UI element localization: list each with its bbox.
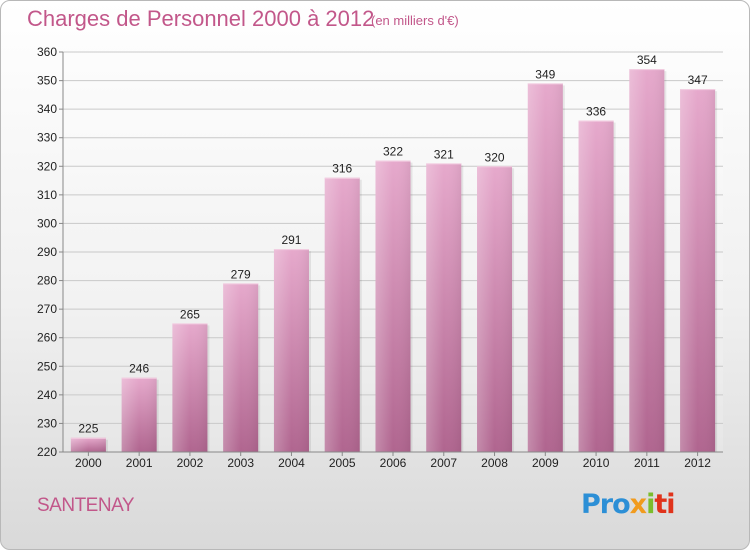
data-label: 349 [535, 67, 555, 81]
y-tick-label: 300 [37, 216, 57, 230]
data-label: 354 [637, 53, 657, 67]
axes: 220 230 240 250 260 270 280 290 300 310 320 330 340 3… [37, 45, 723, 470]
bar-highlight [70, 437, 106, 452]
y-tick-label: 240 [37, 388, 57, 402]
chart-unit: (en milliers d'€) [371, 13, 459, 28]
bar-highlight [629, 69, 665, 453]
x-tick-label: 2002 [177, 456, 204, 470]
logo-part: ti [654, 489, 675, 520]
y-tick-label: 250 [37, 359, 57, 373]
bar-highlight [324, 177, 360, 452]
y-tick-label: 310 [37, 188, 57, 202]
logo-part: Pro [581, 489, 631, 520]
y-tick-label: 320 [37, 159, 57, 173]
x-tick-label: 2007 [430, 456, 457, 470]
x-tick-label: 2004 [278, 456, 305, 470]
data-label: 291 [281, 233, 301, 247]
proxiti-logo: Proxiti [581, 489, 676, 520]
bar-highlight [680, 89, 716, 453]
bar-highlight [477, 166, 513, 453]
data-label: 321 [434, 147, 454, 161]
bar-highlight [426, 163, 462, 452]
y-tick-label: 270 [37, 302, 57, 316]
data-label: 279 [231, 267, 251, 281]
y-tick-label: 330 [37, 131, 57, 145]
data-label: 336 [586, 105, 606, 119]
data-label: 322 [383, 145, 403, 159]
data-label: 225 [78, 422, 98, 436]
bar-highlight [375, 160, 411, 453]
bar-highlight [527, 83, 563, 452]
data-label: 246 [129, 362, 149, 376]
y-tick-label: 340 [37, 102, 57, 116]
data-label: 316 [332, 162, 352, 176]
bars: 225 246 265 279 291 316 322 321 320 349 336 354 347 [70, 53, 718, 453]
x-tick-label: 2009 [532, 456, 559, 470]
data-label: 320 [485, 150, 505, 164]
data-label: 347 [688, 73, 708, 87]
bar-highlight [578, 120, 614, 453]
commune-name: SANTENAY [37, 495, 135, 516]
logo-part: x [629, 489, 647, 520]
y-tick-label: 360 [37, 45, 57, 59]
y-tick-label: 290 [37, 245, 57, 259]
bar-highlight [172, 323, 208, 452]
chart-title: Charges de Personnel 2000 à 2012 [27, 6, 375, 31]
y-tick-label: 220 [37, 445, 57, 459]
x-tick-label: 2000 [75, 456, 102, 470]
x-tick-label: 2001 [126, 456, 153, 470]
bar-highlight [223, 283, 259, 452]
y-tick-label: 230 [37, 416, 57, 430]
data-label: 265 [180, 307, 200, 321]
x-tick-label: 2006 [380, 456, 407, 470]
x-tick-label: 2008 [481, 456, 508, 470]
x-tick-label: 2005 [329, 456, 356, 470]
x-tick-label: 2003 [227, 456, 254, 470]
y-tick-label: 260 [37, 331, 57, 345]
x-tick-label: 2011 [634, 456, 660, 470]
y-tick-label: 350 [37, 74, 57, 88]
bar-highlight [121, 377, 157, 452]
bar-highlight [273, 249, 309, 452]
x-tick-label: 2012 [684, 456, 711, 470]
logo-part: i [646, 489, 655, 520]
x-tick-label: 2010 [583, 456, 610, 470]
y-tick-label: 280 [37, 274, 57, 288]
